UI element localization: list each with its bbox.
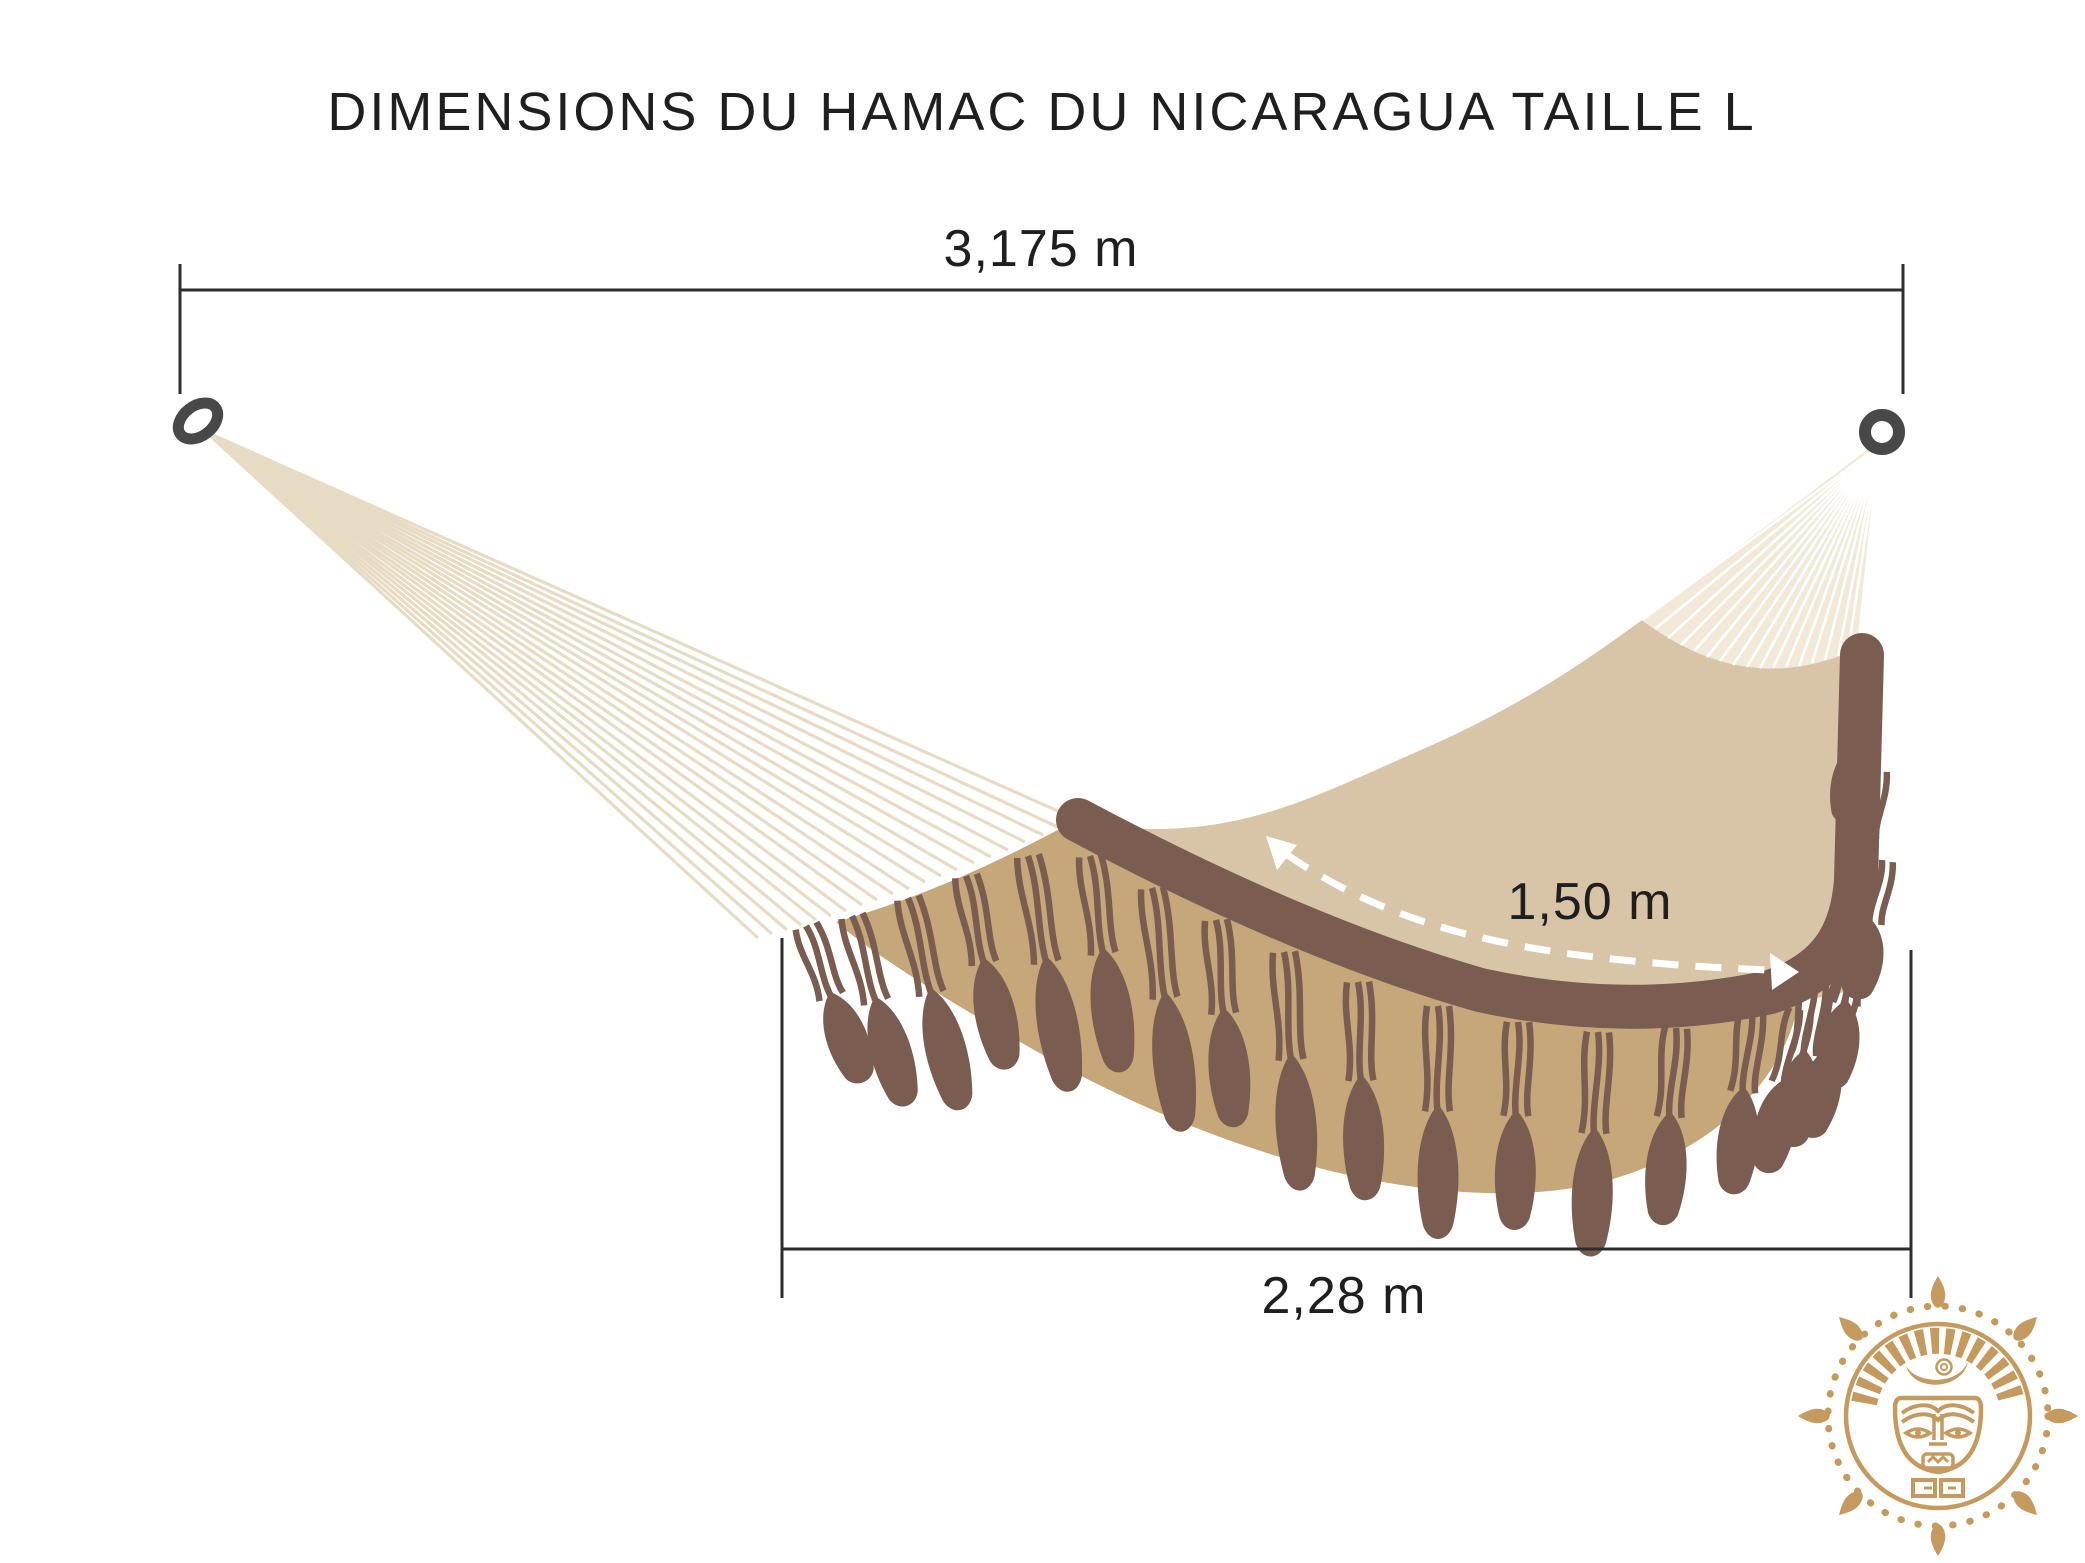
- hammock-illustration: [172, 397, 1905, 1258]
- hammock-bed-underside: [836, 820, 1798, 1194]
- bed-length-label: 2,28 m: [1262, 1267, 1427, 1325]
- brand-logo-icon: [1798, 1276, 2078, 1556]
- fringe-band: [1056, 633, 1884, 1029]
- right-suspension-strings: [1641, 440, 1881, 669]
- left-hanging-ring-icon: [172, 397, 224, 445]
- arrowhead-right: [1770, 953, 1799, 990]
- bed-width-arrow: [1266, 836, 1799, 990]
- page-title: DIMENSIONS DU HAMAC DU NICARAGUA TAILLE …: [327, 82, 1756, 142]
- dimension-line-total: [178, 264, 1905, 394]
- left-suspension-strings: [204, 430, 1079, 940]
- bed-width-label: 1,50 m: [1508, 873, 1673, 931]
- dimension-line-bed-length: [780, 938, 1913, 1298]
- arrowhead-left: [1266, 836, 1297, 870]
- right-hanging-ring-icon: [1859, 409, 1905, 455]
- total-length-label: 3,175 m: [944, 220, 1139, 278]
